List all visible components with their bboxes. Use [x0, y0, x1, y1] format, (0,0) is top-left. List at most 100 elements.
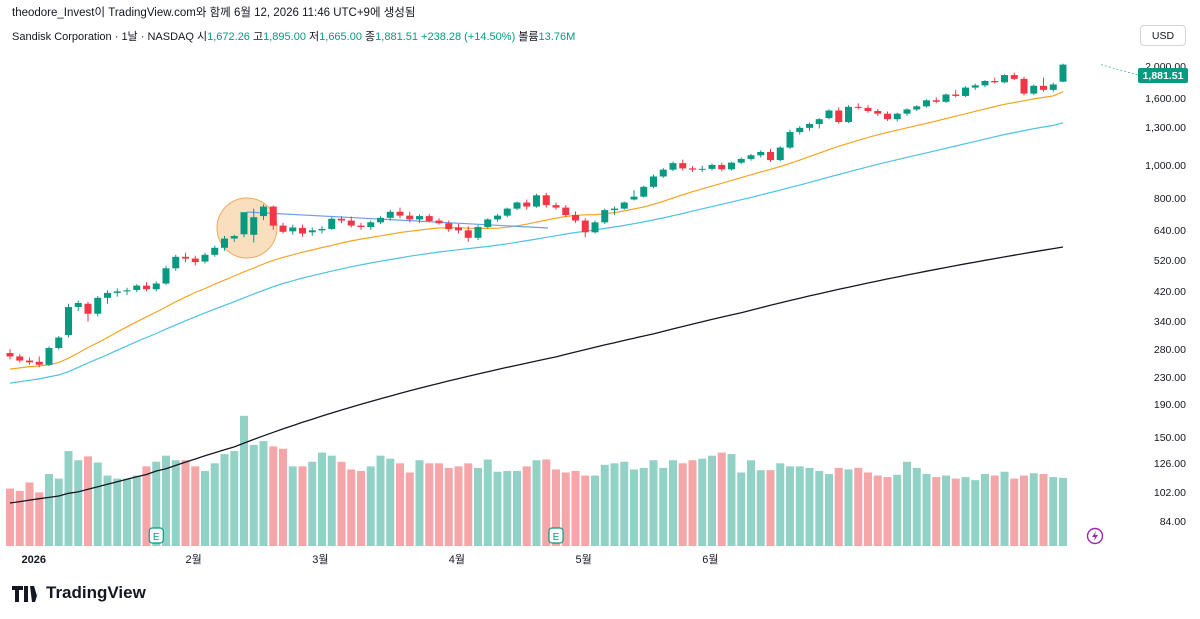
volume-bar: [708, 455, 716, 546]
volume-bar: [747, 460, 755, 546]
candle-body: [1020, 78, 1028, 94]
y-tick-label: 520.00: [1154, 255, 1186, 267]
candle-body: [123, 290, 131, 292]
candle: [113, 288, 121, 297]
candle: [572, 211, 579, 223]
candle: [377, 216, 384, 224]
earnings-marker-box: [548, 527, 564, 544]
volume-bar: [230, 451, 239, 546]
candle: [1020, 76, 1028, 96]
y-tick-label: 1,600.00: [1145, 93, 1186, 105]
volume-value: 13.76M: [538, 31, 576, 43]
candle-body: [542, 195, 550, 206]
volume-bar: [376, 455, 385, 546]
volume-bar: [1039, 474, 1048, 546]
symbol-name[interactable]: Sandisk Corporation · 1날 · NASDAQ: [12, 31, 194, 43]
candle-body: [45, 348, 53, 365]
ma-slow-line: [9, 246, 1064, 504]
volume-bar: [610, 463, 619, 546]
candle: [74, 300, 82, 312]
candle-body: [737, 158, 745, 163]
open-label: 시: [196, 31, 208, 43]
candle-body: [1059, 64, 1067, 82]
volume-bar: [620, 461, 629, 546]
candle: [552, 202, 560, 210]
candle-body: [299, 227, 306, 234]
candle-series: [6, 63, 1067, 368]
volume-bar: [318, 452, 326, 546]
symbol-legend: Sandisk Corporation · 1날 · NASDAQ 시1,672…: [12, 28, 575, 44]
candle: [299, 224, 306, 237]
candle-body: [650, 176, 657, 187]
candle: [6, 349, 14, 360]
candle: [874, 108, 882, 116]
volume-bar: [1049, 477, 1058, 546]
candle: [757, 150, 765, 158]
candle: [494, 213, 501, 222]
low-label: 저: [309, 31, 320, 43]
candle-body: [708, 164, 716, 169]
candle: [230, 234, 238, 242]
candle: [932, 97, 940, 104]
price-axis: 2,000.001,600.001,300.001,000.00800.0064…: [1145, 61, 1186, 528]
candle-body: [591, 222, 599, 233]
volume-bar: [717, 452, 726, 546]
earnings-marker-label: E: [153, 532, 160, 543]
volume-bar: [1000, 471, 1009, 546]
candle: [338, 216, 345, 224]
volume-bar: [532, 460, 541, 546]
candle: [542, 192, 550, 208]
y-tick-label: 800.00: [1154, 193, 1186, 205]
last-price-badge-label: 1,881.51: [1143, 70, 1184, 82]
candle: [533, 193, 540, 208]
volume-bar: [444, 467, 453, 546]
candle: [747, 153, 755, 161]
candle: [669, 161, 677, 172]
candle-body: [854, 106, 862, 108]
earnings-marker-box: [148, 527, 164, 544]
candle: [679, 159, 687, 171]
candle: [806, 122, 813, 131]
lightning-icon: [1092, 531, 1098, 541]
candle: [221, 236, 228, 251]
y-tick-label: 150.00: [1154, 432, 1186, 444]
candle-body: [425, 216, 433, 221]
high-value: 1,895.00: [263, 31, 306, 43]
event-marker-icon: [1086, 527, 1104, 545]
volume-bar: [542, 459, 551, 546]
volume-bar: [288, 466, 297, 546]
candle: [445, 220, 453, 232]
candle-body: [84, 303, 92, 314]
candle-body: [952, 94, 960, 96]
candle: [328, 217, 336, 230]
volume-bar: [113, 478, 122, 546]
candle: [825, 109, 833, 120]
volume-bar: [162, 455, 170, 546]
currency-button[interactable]: USD: [1140, 25, 1186, 46]
candle-body: [513, 202, 521, 209]
tradingview-logo[interactable]: TradingView: [12, 583, 146, 603]
candle-body: [864, 107, 872, 112]
volume-bar: [669, 460, 677, 546]
volume-bar: [659, 467, 668, 546]
candle: [260, 204, 267, 221]
candle: [1059, 63, 1067, 83]
candle-body: [786, 132, 794, 148]
open-value: 1,672.26: [207, 31, 250, 43]
volume-bar: [464, 463, 473, 546]
candle-body: [152, 283, 160, 290]
low-value: 1,665.00: [319, 31, 362, 43]
price-chart[interactable]: 2,000.001,600.001,300.001,000.00800.0064…: [0, 0, 1200, 580]
volume-bar: [74, 460, 83, 546]
candle: [455, 223, 462, 234]
candle: [835, 107, 843, 124]
candle: [718, 162, 726, 172]
volume-bar: [308, 461, 317, 546]
volume-label: 볼륨: [518, 31, 539, 43]
last-price-badge-box: [1138, 68, 1188, 83]
candle-body: [230, 236, 238, 239]
candle: [689, 166, 696, 173]
volume-bar: [103, 475, 112, 546]
candle-body: [893, 113, 901, 120]
volume-bar: [883, 477, 892, 546]
